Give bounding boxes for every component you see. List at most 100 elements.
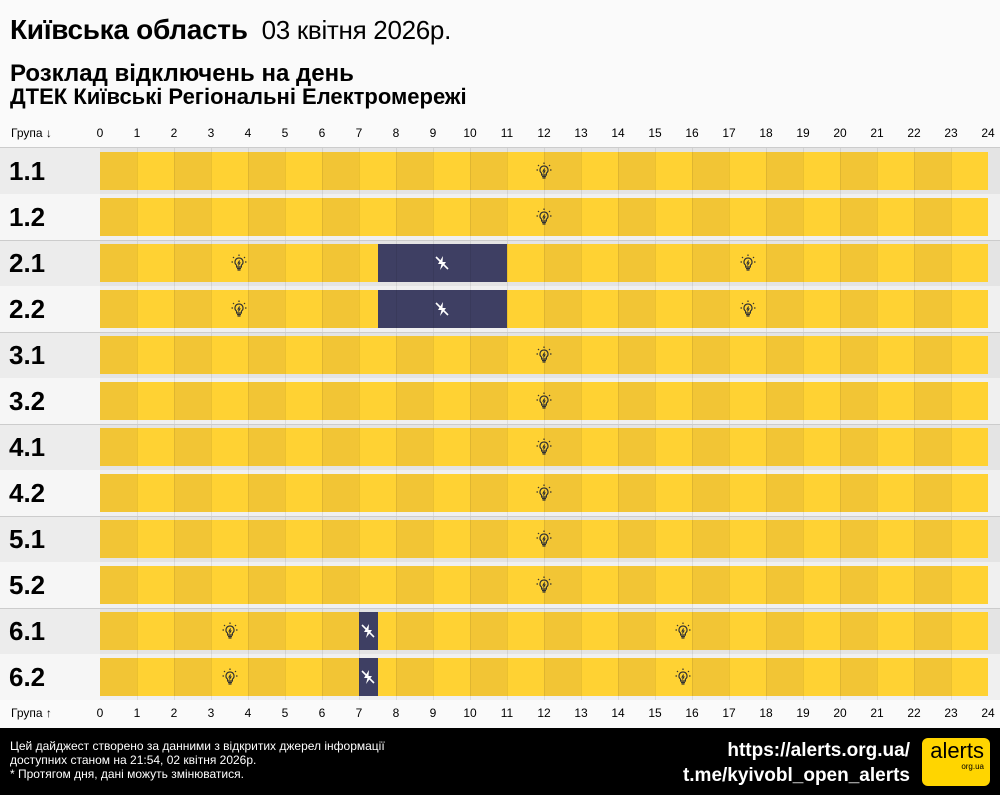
power-on-segment xyxy=(729,612,766,650)
power-on-segment xyxy=(581,290,618,328)
power-on-segment xyxy=(655,658,692,696)
power-on-segment xyxy=(655,198,692,236)
group-row: 1.2 xyxy=(0,194,1000,240)
power-on-segment xyxy=(100,658,137,696)
power-on-segment xyxy=(322,428,359,466)
power-on-segment xyxy=(914,198,951,236)
group-name: 6.1 xyxy=(9,616,46,646)
power-on-segment xyxy=(840,520,877,558)
row-track xyxy=(100,470,1000,516)
power-on-segment xyxy=(803,474,840,512)
power-on-segment xyxy=(951,566,988,604)
hour-tick: 0 xyxy=(96,706,104,720)
power-on-segment xyxy=(285,612,322,650)
group-row: 2.1 xyxy=(0,240,1000,286)
power-on-segment xyxy=(729,474,766,512)
power-on-segment xyxy=(655,336,692,374)
power-on-segment xyxy=(581,336,618,374)
group-sort-label[interactable]: Група ↓ xyxy=(11,126,52,140)
power-on-segment xyxy=(100,290,137,328)
power-on-segment xyxy=(470,474,507,512)
hour-tick: 16 xyxy=(685,126,699,140)
no-power-icon xyxy=(358,621,378,641)
group-sort-label-bottom[interactable]: Група ↑ xyxy=(11,706,52,720)
hour-tick: 3 xyxy=(207,706,215,720)
logo-subtext: org.ua xyxy=(961,762,984,771)
lightbulb-icon xyxy=(534,529,554,549)
power-on-segment xyxy=(211,290,248,328)
no-power-icon xyxy=(358,667,378,687)
power-on-segment xyxy=(877,382,914,420)
power-on-segment xyxy=(951,612,988,650)
power-on-segment xyxy=(618,152,655,190)
power-on-segment xyxy=(433,474,470,512)
hour-tick: 3 xyxy=(207,126,215,140)
power-on-segment xyxy=(914,658,951,696)
power-on-segment xyxy=(840,658,877,696)
power-on-segment xyxy=(766,474,803,512)
hour-tick: 8 xyxy=(392,706,400,720)
power-on-segment xyxy=(729,658,766,696)
lightbulb-icon xyxy=(534,437,554,457)
power-on-segment xyxy=(322,658,359,696)
group-row: 5.1 xyxy=(0,516,1000,562)
power-on-segment xyxy=(174,152,211,190)
power-on-segment xyxy=(507,612,544,650)
power-on-segment xyxy=(729,520,766,558)
group-name: 3.1 xyxy=(9,340,46,370)
power-on-segment xyxy=(174,566,211,604)
power-on-segment xyxy=(729,198,766,236)
power-on-segment xyxy=(433,336,470,374)
power-on-segment xyxy=(174,382,211,420)
hour-axis-bottom: Група ↑ 0 1 2 3 4 5 6 7 8 9 10 11 12 13 14 15 16 17 18 19 20 2… xyxy=(0,702,1000,724)
power-on-segment xyxy=(692,566,729,604)
row-track xyxy=(100,194,1000,240)
row-track xyxy=(100,654,1000,700)
group-divider xyxy=(0,608,1000,609)
power-on-segment xyxy=(507,566,544,604)
power-on-segment xyxy=(581,566,618,604)
power-on-segment xyxy=(470,428,507,466)
power-on-segment xyxy=(803,244,840,282)
website-link[interactable]: https://alerts.org.ua/ xyxy=(727,740,910,761)
power-on-segment xyxy=(433,612,470,650)
power-on-segment xyxy=(433,198,470,236)
telegram-link[interactable]: t.me/kyivobl_open_alerts xyxy=(682,765,910,786)
power-on-segment xyxy=(359,566,396,604)
hour-tick: 11 xyxy=(500,126,514,140)
power-on-segment xyxy=(655,428,692,466)
hour-tick: 15 xyxy=(648,126,662,140)
group-row: 1.1 xyxy=(0,148,1000,194)
hour-tick: 10 xyxy=(463,706,477,720)
power-on-segment xyxy=(803,658,840,696)
power-on-segment xyxy=(914,566,951,604)
power-on-segment xyxy=(803,152,840,190)
power-on-segment xyxy=(544,658,581,696)
hour-tick: 2 xyxy=(170,706,178,720)
power-on-segment xyxy=(729,382,766,420)
power-on-segment xyxy=(951,382,988,420)
power-on-segment xyxy=(729,152,766,190)
group-name: 2.2 xyxy=(9,294,46,324)
power-on-segment xyxy=(618,658,655,696)
power-on-segment xyxy=(285,566,322,604)
power-on-segment xyxy=(507,244,544,282)
power-on-segment xyxy=(692,290,729,328)
schedule-grid: 1.1 1.2 2.1 2.2 3.1 3.2 4.1 4.2 5.1 5.2 6.1 6.2 xyxy=(0,147,1000,700)
power-on-segment xyxy=(618,428,655,466)
power-on-segment xyxy=(285,428,322,466)
power-on-segment xyxy=(544,290,581,328)
hour-tick: 18 xyxy=(759,126,773,140)
power-on-segment xyxy=(951,336,988,374)
hour-tick: 9 xyxy=(429,706,437,720)
power-on-segment xyxy=(100,152,137,190)
lightbulb-icon xyxy=(220,621,240,641)
power-on-segment xyxy=(766,658,803,696)
power-on-segment xyxy=(359,336,396,374)
power-on-segment xyxy=(951,658,988,696)
power-on-segment xyxy=(248,382,285,420)
power-on-segment xyxy=(322,198,359,236)
power-on-segment xyxy=(359,474,396,512)
power-on-segment xyxy=(951,474,988,512)
hour-tick: 2 xyxy=(170,126,178,140)
